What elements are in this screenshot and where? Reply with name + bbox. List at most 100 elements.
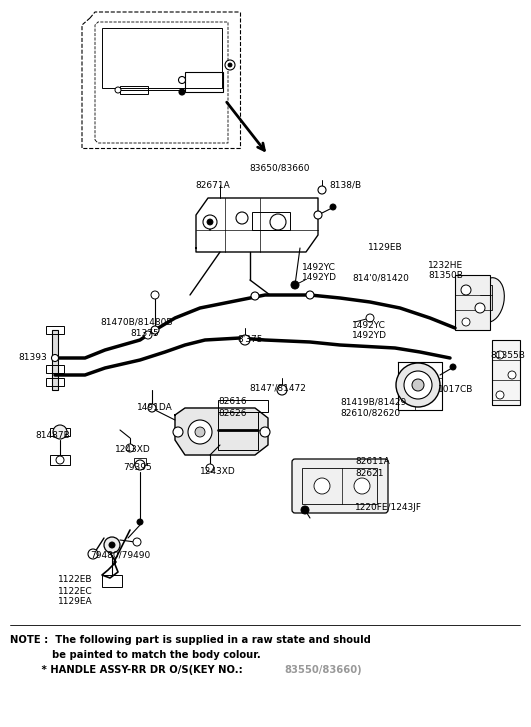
- Bar: [50, 455, 70, 465]
- Circle shape: [173, 427, 183, 437]
- Circle shape: [314, 211, 322, 219]
- Circle shape: [301, 506, 309, 514]
- Bar: [46, 378, 64, 386]
- Circle shape: [52, 355, 58, 361]
- Text: 814'0/81420: 814'0/81420: [352, 273, 409, 283]
- Circle shape: [109, 542, 115, 548]
- FancyBboxPatch shape: [292, 459, 388, 513]
- Text: 81350B: 81350B: [428, 271, 463, 281]
- Text: 79480/79490: 79480/79490: [90, 550, 150, 560]
- Text: 81355B: 81355B: [490, 350, 525, 359]
- Text: 1492YC: 1492YC: [352, 321, 386, 329]
- Text: 82621: 82621: [355, 468, 383, 478]
- Text: 1122EC: 1122EC: [58, 587, 92, 595]
- Circle shape: [104, 537, 120, 553]
- Circle shape: [179, 89, 185, 95]
- Bar: [52, 330, 58, 390]
- Circle shape: [88, 549, 98, 559]
- Text: 1220FE/1243JF: 1220FE/1243JF: [355, 504, 422, 513]
- Text: 81419B/81429: 81419B/81429: [340, 398, 406, 406]
- Circle shape: [330, 204, 336, 210]
- Circle shape: [228, 63, 232, 67]
- Circle shape: [240, 335, 250, 345]
- Circle shape: [461, 285, 471, 295]
- Bar: [102, 28, 222, 88]
- Text: 8'375: 8'375: [237, 335, 263, 345]
- Bar: [50, 428, 70, 436]
- Circle shape: [225, 60, 235, 70]
- Circle shape: [450, 364, 456, 370]
- Text: 83550/83660): 83550/83660): [284, 665, 362, 675]
- Circle shape: [207, 219, 213, 225]
- Bar: [102, 575, 122, 587]
- Text: 81470B/81480B: 81470B/81480B: [100, 318, 173, 326]
- Bar: [120, 86, 148, 94]
- Bar: [252, 212, 290, 230]
- Circle shape: [195, 427, 205, 437]
- Circle shape: [366, 314, 374, 322]
- Bar: [46, 326, 64, 334]
- Text: 1492YD: 1492YD: [302, 273, 337, 283]
- Text: 1129EB: 1129EB: [368, 244, 402, 252]
- Circle shape: [133, 538, 141, 546]
- Circle shape: [412, 379, 424, 391]
- Text: 1243XD: 1243XD: [115, 446, 151, 454]
- Text: 81393: 81393: [18, 353, 47, 363]
- Polygon shape: [175, 408, 268, 455]
- Circle shape: [126, 444, 134, 452]
- Text: 79395: 79395: [124, 464, 152, 473]
- Circle shape: [475, 303, 485, 313]
- Text: 1243XD: 1243XD: [200, 467, 236, 476]
- Text: 1017CB: 1017CB: [438, 385, 473, 395]
- Circle shape: [236, 212, 248, 224]
- Bar: [455, 275, 490, 330]
- Circle shape: [188, 420, 212, 444]
- Circle shape: [206, 464, 214, 472]
- Circle shape: [314, 478, 330, 494]
- Bar: [185, 72, 223, 92]
- Text: NOTE :  The following part is supplied in a raw state and should: NOTE : The following part is supplied in…: [10, 635, 371, 645]
- Text: 83650/83660: 83650/83660: [250, 164, 310, 172]
- Text: 1122EB: 1122EB: [58, 576, 92, 585]
- Bar: [218, 400, 268, 412]
- Bar: [218, 412, 258, 450]
- Text: 82611A: 82611A: [355, 457, 390, 467]
- Circle shape: [144, 331, 152, 339]
- Bar: [134, 458, 146, 465]
- Text: 82610/82620: 82610/82620: [340, 409, 400, 417]
- Circle shape: [115, 87, 121, 93]
- Text: 1492YD: 1492YD: [352, 332, 387, 340]
- Text: 1492YC: 1492YC: [302, 262, 336, 271]
- Circle shape: [354, 478, 370, 494]
- Circle shape: [508, 371, 516, 379]
- Circle shape: [306, 291, 314, 299]
- Text: 1491DA: 1491DA: [137, 403, 173, 412]
- Text: * HANDLE ASSY-RR DR O/S(KEY NO.:: * HANDLE ASSY-RR DR O/S(KEY NO.:: [10, 665, 246, 675]
- Text: 82671A: 82671A: [195, 180, 230, 190]
- Circle shape: [53, 425, 67, 439]
- Text: 81487B: 81487B: [35, 430, 70, 440]
- Text: 8138/B: 8138/B: [329, 180, 361, 190]
- Circle shape: [56, 456, 64, 464]
- Ellipse shape: [476, 278, 504, 322]
- Text: be painted to match the body colour.: be painted to match the body colour.: [10, 650, 261, 660]
- Circle shape: [148, 404, 156, 412]
- Circle shape: [251, 292, 259, 300]
- Circle shape: [396, 363, 440, 407]
- Bar: [478, 285, 492, 310]
- Circle shape: [151, 291, 159, 299]
- Circle shape: [496, 391, 504, 399]
- Text: 1129EA: 1129EA: [58, 598, 92, 606]
- Text: 1232HE: 1232HE: [428, 260, 463, 270]
- Circle shape: [203, 215, 217, 229]
- Circle shape: [151, 326, 159, 334]
- Text: 82616: 82616: [218, 398, 246, 406]
- Bar: [492, 340, 520, 405]
- Circle shape: [496, 351, 504, 359]
- Bar: [302, 468, 377, 504]
- Text: 8147'/81472: 8147'/81472: [250, 384, 306, 393]
- Circle shape: [277, 385, 287, 395]
- Circle shape: [291, 281, 299, 289]
- Circle shape: [462, 318, 470, 326]
- Circle shape: [318, 186, 326, 194]
